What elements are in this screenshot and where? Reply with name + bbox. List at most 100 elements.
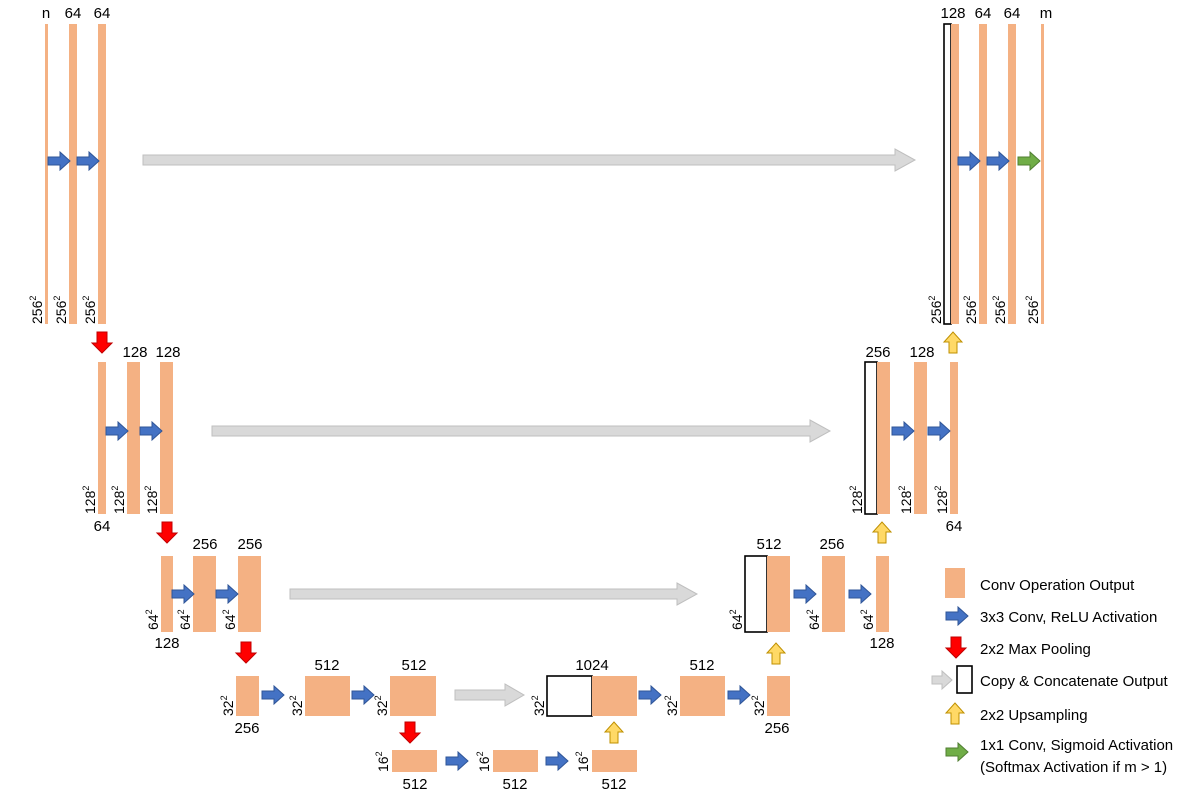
spatial-dim-label: 162 [374, 751, 391, 772]
legend-upsampling-arrow-icon [945, 702, 965, 725]
spatial-dim-label: 642 [221, 609, 238, 630]
conv-relu-arrow [47, 151, 71, 171]
spatial-dim-label: 642 [144, 609, 161, 630]
copy-concat-arrow [211, 419, 832, 443]
legend-copy-box-icon [956, 665, 973, 694]
channel-label: 128 [940, 5, 965, 22]
channel-label: 256 [192, 536, 217, 553]
copy-concat-arrow [142, 148, 917, 172]
upsampling-arrow [766, 642, 786, 665]
spatial-dim-label: 642 [728, 609, 745, 630]
feature-map [979, 24, 987, 324]
conv-relu-arrow [171, 584, 195, 604]
spatial-dim-label: 642 [805, 609, 822, 630]
spatial-dim-label: 2562 [991, 296, 1008, 324]
feature-map [127, 362, 140, 514]
copied-feature-map [864, 361, 878, 515]
conv-relu-arrow [957, 151, 981, 171]
spatial-dim-label: 162 [475, 751, 492, 772]
feature-map [767, 556, 790, 632]
spatial-dim-label: 1282 [81, 486, 98, 514]
legend-max-pool-label: 2x2 Max Pooling [980, 641, 1091, 658]
feature-map [1008, 24, 1016, 324]
spatial-dim-label: 1282 [143, 486, 160, 514]
legend-conv-output-swatch [945, 568, 965, 598]
legend-final-conv-arrow-icon [945, 742, 969, 762]
feature-map [767, 676, 790, 716]
legend-copy-concat-label: Copy & Concatenate Output [980, 673, 1168, 690]
feature-map [160, 362, 173, 514]
spatial-dim-label: 2562 [962, 296, 979, 324]
channel-label: 512 [502, 776, 527, 793]
legend-conv-output-label: Conv Operation Output [980, 577, 1135, 594]
conv-relu-arrow [261, 685, 285, 705]
feature-map [822, 556, 845, 632]
legend-final-conv-label-line2: (Softmax Activation if m > 1) [980, 759, 1167, 776]
channel-label: 512 [401, 657, 426, 674]
upsampling-arrow [943, 331, 963, 354]
feature-map [877, 362, 890, 514]
spatial-dim-label: 322 [288, 695, 305, 716]
conv-relu-arrow [638, 685, 662, 705]
feature-map [876, 556, 889, 632]
level-3-decoder: 512 256 128 642 642 642 [728, 536, 895, 652]
legend-copy-arrow-icon [931, 669, 953, 691]
spatial-dim-label: 642 [859, 609, 876, 630]
feature-map [161, 556, 173, 632]
channel-label: 128 [122, 344, 147, 361]
conv-relu-arrow [351, 685, 375, 705]
feature-map [193, 556, 216, 632]
spatial-dim-label: 1282 [933, 486, 950, 514]
feature-map [392, 750, 437, 772]
feature-map [951, 24, 959, 324]
feature-map [950, 362, 958, 514]
conv-relu-arrow [891, 421, 915, 441]
feature-map [69, 24, 77, 324]
spatial-dim-label: 2562 [52, 296, 69, 324]
channel-label: 1024 [575, 657, 608, 674]
spatial-dim-label: 2562 [927, 296, 944, 324]
spatial-dim-label: 1282 [897, 486, 914, 514]
conv-relu-arrow [545, 751, 569, 771]
copied-feature-map [943, 23, 952, 325]
legend-upsampling-label: 2x2 Upsampling [980, 707, 1088, 724]
spatial-dim-label: 1282 [848, 486, 865, 514]
spatial-dim-label: 2562 [28, 296, 45, 324]
spatial-dim-label: 322 [530, 695, 547, 716]
feature-map [592, 750, 637, 772]
feature-map [680, 676, 725, 716]
channel-label: 512 [689, 657, 714, 674]
copy-concat-arrow [289, 582, 699, 606]
spatial-dim-label: 642 [176, 609, 193, 630]
conv-relu-arrow [986, 151, 1010, 171]
spatial-dim-label: 1282 [110, 486, 127, 514]
channel-label: 256 [865, 344, 890, 361]
copied-feature-map [546, 675, 593, 717]
channel-label: 512 [402, 776, 427, 793]
channel-label: 128 [154, 635, 179, 652]
feature-map [238, 556, 261, 632]
level-2-encoder: 128 128 64 1282 1282 1282 [81, 344, 181, 535]
conv-relu-arrow [793, 584, 817, 604]
channel-label: 64 [94, 518, 111, 535]
channel-label: 128 [869, 635, 894, 652]
legend: Conv Operation Output 3x3 Conv, ReLU Act… [931, 568, 1173, 776]
channel-label: 256 [819, 536, 844, 553]
channel-label: m [1040, 5, 1053, 22]
channel-label: 256 [234, 720, 259, 737]
upsampling-arrow [872, 521, 892, 544]
spatial-dim-label: 322 [663, 695, 680, 716]
level-5-bottleneck: 512 512 512 162 162 162 [374, 750, 637, 793]
level-1-decoder: 128 64 64 m 2562 2562 2562 2562 [927, 5, 1053, 325]
spatial-dim-label: 2562 [81, 296, 98, 324]
copy-concat-arrow [454, 683, 525, 707]
channel-label: 512 [601, 776, 626, 793]
final-conv-arrow [1017, 151, 1041, 171]
conv-relu-arrow [105, 421, 129, 441]
spatial-dim-label: 322 [219, 695, 236, 716]
legend-conv-relu-arrow-icon [945, 606, 969, 626]
max-pool-arrow [156, 521, 178, 544]
conv-relu-arrow [927, 421, 951, 441]
feature-map [914, 362, 927, 514]
